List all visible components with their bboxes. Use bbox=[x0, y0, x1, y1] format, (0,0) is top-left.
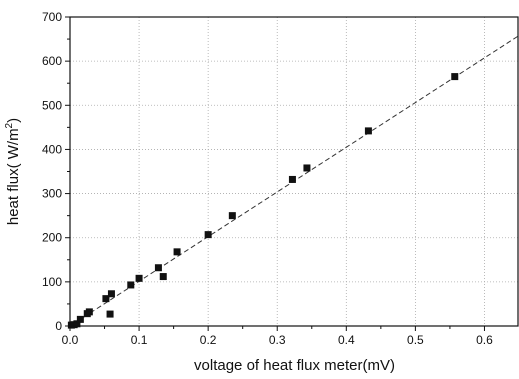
x-tick-label: 0.1 bbox=[131, 333, 148, 347]
data-point bbox=[228, 212, 236, 220]
data-point bbox=[76, 315, 84, 323]
grid-lines bbox=[70, 17, 519, 326]
data-point bbox=[135, 274, 143, 282]
y-tick-label: 100 bbox=[42, 275, 62, 289]
data-point bbox=[204, 231, 212, 239]
x-tick-label: 0.5 bbox=[407, 333, 424, 347]
x-tick-label: 0.6 bbox=[476, 333, 493, 347]
y-axis-title-tail: ) bbox=[5, 118, 22, 123]
data-point bbox=[173, 248, 181, 256]
data-point bbox=[451, 73, 459, 81]
y-tick-label: 400 bbox=[42, 142, 62, 156]
data-point bbox=[73, 320, 81, 328]
data-point bbox=[102, 295, 110, 303]
x-tick-label: 0.4 bbox=[338, 333, 355, 347]
x-axis-ticks: 0.0 0.1 0.2 0.3 0.4 0.5 0.6 bbox=[62, 326, 493, 347]
y-axis-title: heat flux( W/m2) bbox=[4, 118, 22, 225]
data-points bbox=[67, 73, 459, 329]
data-point bbox=[127, 281, 135, 289]
data-point bbox=[154, 264, 162, 272]
x-tick-label: 0.3 bbox=[269, 333, 286, 347]
y-axis-title-main: heat flux( W/m bbox=[5, 128, 22, 225]
y-tick-label: 600 bbox=[42, 54, 62, 68]
x-tick-label: 0.0 bbox=[62, 333, 79, 347]
y-axis-title-superscript: 2 bbox=[4, 122, 15, 128]
x-tick-label: 0.2 bbox=[200, 333, 217, 347]
x-axis-title: voltage of heat flux meter(mV) bbox=[194, 357, 395, 374]
y-axis-ticks: 0 100 200 300 400 500 600 700 bbox=[42, 10, 70, 333]
data-point bbox=[106, 310, 114, 318]
y-tick-label: 300 bbox=[42, 187, 62, 201]
data-point bbox=[364, 127, 372, 135]
y-tick-label: 500 bbox=[42, 98, 62, 112]
data-point bbox=[85, 308, 93, 316]
y-tick-label: 0 bbox=[55, 319, 62, 333]
data-point bbox=[159, 273, 167, 281]
y-tick-label: 200 bbox=[42, 231, 62, 245]
data-point bbox=[303, 164, 311, 172]
data-point bbox=[107, 290, 115, 298]
y-tick-label: 700 bbox=[42, 10, 62, 24]
data-point bbox=[288, 175, 296, 183]
